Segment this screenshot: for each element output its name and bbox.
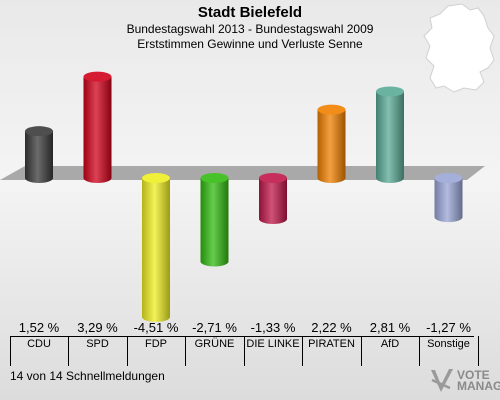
bar-spd: [83, 71, 112, 184]
logo-line-2: MANAGER: [457, 379, 500, 393]
bar-cap: [142, 173, 170, 183]
chart-title: Stadt Bielefeld: [197, 4, 303, 21]
data-label: 1,52 %: [18, 320, 60, 335]
chart-subtitle-2: Erststimmen Gewinne und Verluste Senne: [137, 37, 363, 51]
axis-tick: [127, 336, 128, 366]
category-label: SPD: [86, 338, 109, 350]
axis-tick: [185, 336, 186, 366]
category-label: GRÜNE: [194, 338, 235, 350]
category-label: CDU: [27, 338, 51, 350]
bar-afd: [376, 86, 404, 183]
axis-tick: [10, 336, 11, 366]
data-label: -2,71 %: [192, 320, 237, 335]
bar-cdu: [25, 126, 53, 183]
bar-cap: [376, 86, 404, 97]
footer-text: 14 von 14 Schnellmeldungen: [10, 369, 165, 383]
bar-grüne: [200, 173, 229, 267]
axis-tick: [419, 336, 420, 366]
data-label: -1,27 %: [426, 320, 471, 335]
data-label: -1,33 %: [250, 320, 296, 335]
axis-tick: [244, 336, 245, 366]
category-label: AfD: [380, 338, 400, 350]
axis-tick: [478, 336, 479, 366]
bar-piraten: [317, 104, 346, 184]
bar-cap: [25, 126, 53, 137]
logo-line-1: VOTE: [457, 368, 490, 382]
data-label: 2,81 %: [369, 320, 411, 335]
bar-die-linke: [259, 173, 287, 224]
germany-map-icon: [423, 3, 495, 93]
data-label: 2,22 %: [311, 320, 352, 335]
axis-tick: [302, 336, 303, 366]
bar-fdp: [142, 173, 170, 322]
votemanager-logo-text: VOTE MANAGER: [457, 368, 500, 393]
category-axis-line: [10, 336, 474, 337]
votemanager-logo-icon: [431, 369, 453, 392]
category-label: PIRATEN: [308, 338, 355, 350]
bar-cap: [317, 104, 346, 115]
bar-sonstige: [434, 173, 463, 223]
axis-tick: [68, 336, 69, 366]
category-label: FDP: [145, 338, 167, 350]
bar-cap: [83, 71, 112, 82]
category-label: Sonstige: [427, 338, 470, 350]
data-label: -4,51 %: [133, 320, 179, 335]
category-label: DIE LINKE: [246, 338, 300, 350]
data-label: 3,29 %: [77, 320, 118, 335]
bar-cap: [259, 173, 287, 183]
baseline-band: [0, 166, 485, 180]
bar-cap: [200, 173, 229, 183]
bar-cap: [434, 173, 463, 183]
axis-tick: [361, 336, 362, 366]
chart-subtitle: Bundestagswahl 2013 - Bundestagswahl 200…: [126, 22, 374, 36]
